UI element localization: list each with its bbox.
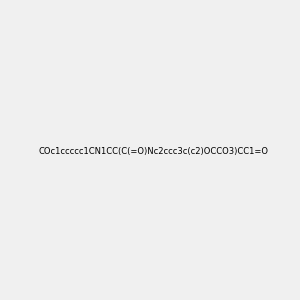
Text: COc1ccccc1CN1CC(C(=O)Nc2ccc3c(c2)OCCO3)CC1=O: COc1ccccc1CN1CC(C(=O)Nc2ccc3c(c2)OCCO3)C… (39, 147, 269, 156)
